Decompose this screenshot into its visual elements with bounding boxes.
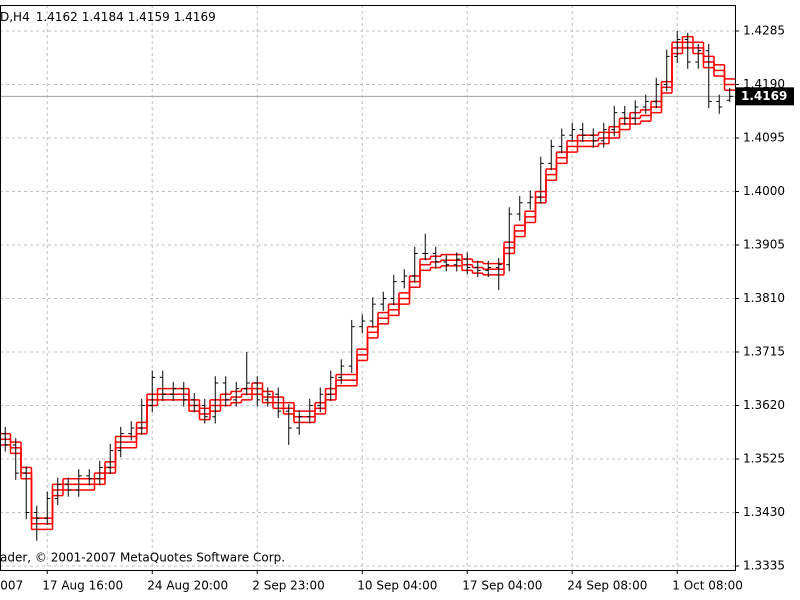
x-tick-label: 24 Sep 08:00 — [567, 579, 647, 593]
x-tick-label: 24 Aug 20:00 — [147, 579, 228, 593]
plot-frame — [0, 5, 736, 571]
header-high: 1.4184 — [82, 10, 124, 24]
y-tick-label: 1.3905 — [743, 238, 785, 252]
x-tick-label: 17 Aug 16:00 — [42, 579, 123, 593]
symbol: D,H4 — [0, 10, 30, 24]
y-tick-label: 1.3810 — [743, 291, 785, 305]
y-tick-label: 1.4000 — [743, 184, 785, 198]
y-tick-label: 1.3335 — [743, 559, 785, 573]
x-tick-label: 1 Oct 08:00 — [672, 579, 743, 593]
y-tick-label: 1.3525 — [743, 452, 785, 466]
y-tick-label: 1.4285 — [743, 24, 785, 38]
grid — [0, 5, 735, 570]
y-tick-label: 1.3715 — [743, 345, 785, 359]
copyright: ader, © 2001-2007 MetaQuotes Software Co… — [0, 551, 285, 565]
header-low: 1.4159 — [128, 10, 170, 24]
chart-header: D,H4 1.4162 1.4184 1.4159 1.4169 — [0, 10, 216, 24]
x-tick-label: 10 Sep 04:00 — [357, 579, 437, 593]
x-tick-label: 2 Sep 23:00 — [252, 579, 324, 593]
current-price-label: 1.4169 — [741, 89, 787, 103]
header-open: 1.4162 — [36, 10, 78, 24]
current-price-box — [736, 87, 794, 106]
header-close: 1.4169 — [174, 10, 216, 24]
y-tick-label: 1.3620 — [743, 398, 785, 412]
y-tick-label: 1.4095 — [743, 131, 785, 145]
plot — [0, 31, 735, 541]
x-tick-label: 007 — [0, 579, 23, 593]
x-tick-label: 17 Sep 04:00 — [462, 579, 542, 593]
y-tick-label: 1.3430 — [743, 505, 785, 519]
